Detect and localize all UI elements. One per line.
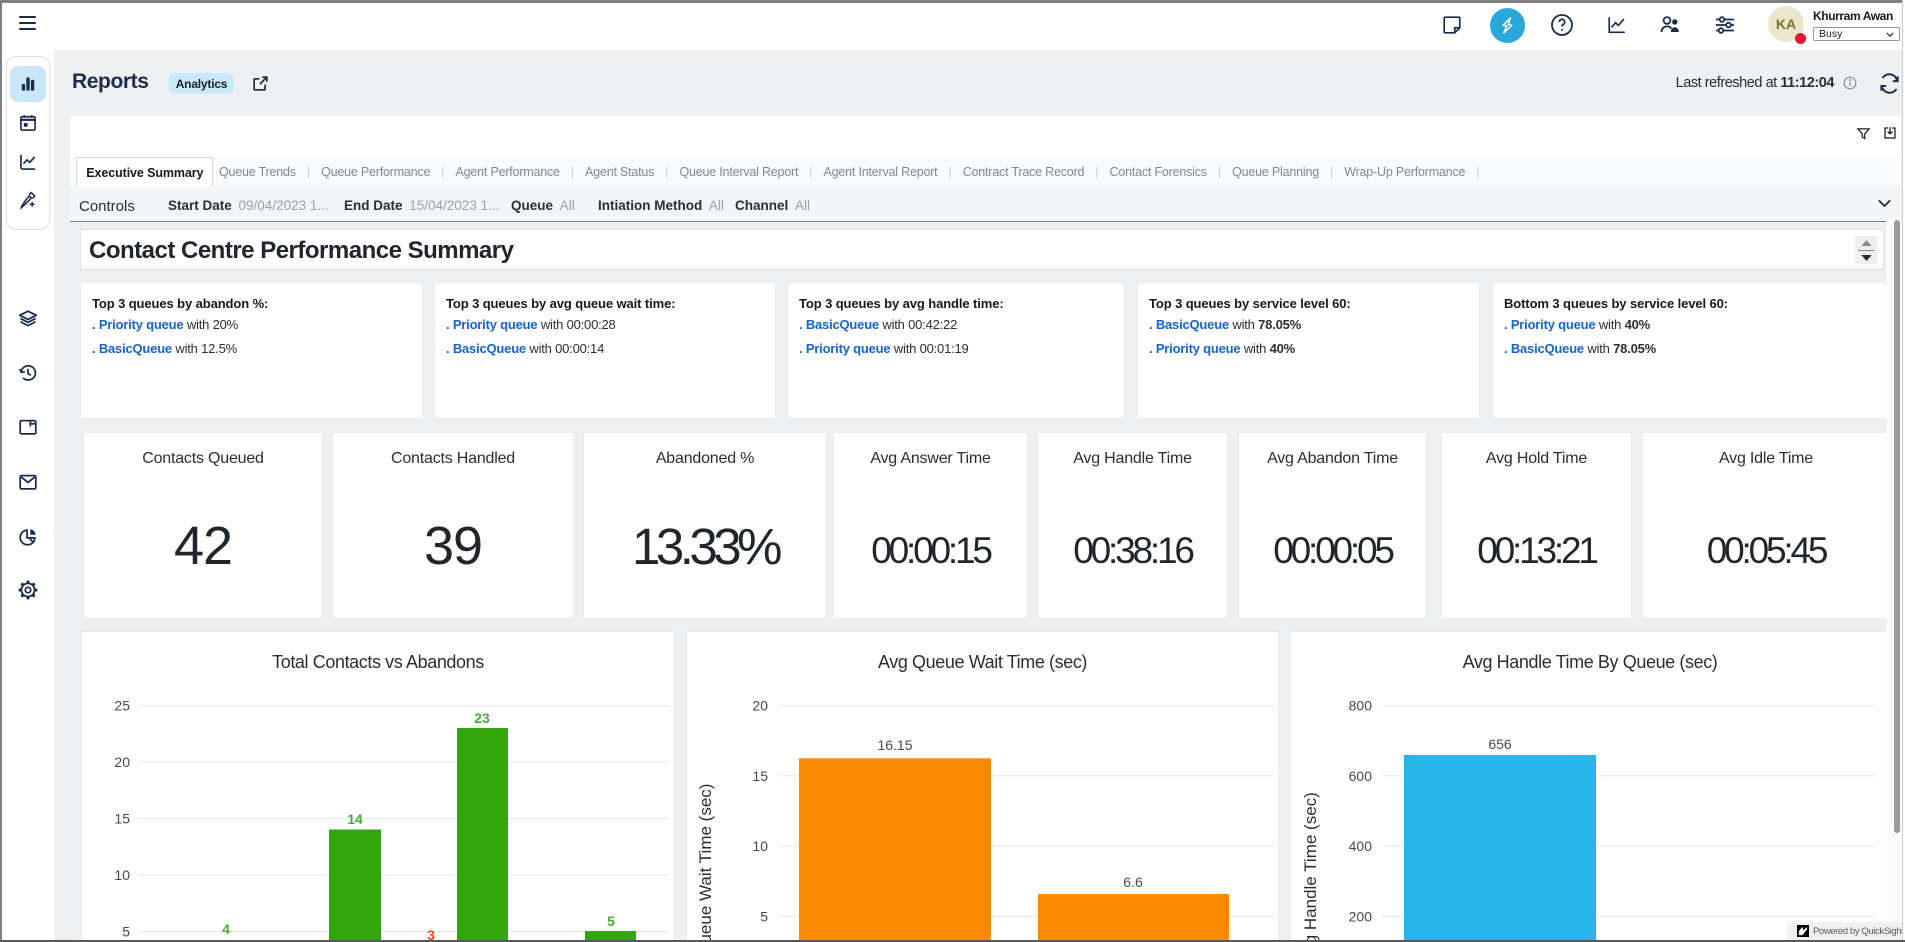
svg-text:4: 4 <box>222 921 230 937</box>
svg-text:6.6: 6.6 <box>1123 874 1143 890</box>
svg-text:20: 20 <box>114 754 130 770</box>
svg-text:10: 10 <box>114 867 130 883</box>
svg-text:15: 15 <box>114 811 130 827</box>
svg-text:400: 400 <box>1349 838 1373 854</box>
svg-text:5: 5 <box>122 924 130 940</box>
svg-text:600: 600 <box>1349 768 1373 784</box>
svg-text:800: 800 <box>1349 698 1373 714</box>
svg-text:5: 5 <box>760 908 768 924</box>
svg-text:Avg Queue Wait Time (sec): Avg Queue Wait Time (sec) <box>696 784 715 941</box>
svg-text:25: 25 <box>114 698 130 714</box>
svg-text:23: 23 <box>474 710 490 726</box>
svg-text:3: 3 <box>427 927 435 941</box>
svg-text:656: 656 <box>1488 736 1512 752</box>
svg-text:Avg Handle Time (sec): Avg Handle Time (sec) <box>1301 792 1320 941</box>
svg-text:5: 5 <box>607 913 615 929</box>
svg-text:20: 20 <box>752 698 768 714</box>
svg-text:10: 10 <box>752 838 768 854</box>
svg-text:15: 15 <box>752 768 768 784</box>
svg-text:16.15: 16.15 <box>877 737 912 753</box>
svg-text:200: 200 <box>1349 908 1373 924</box>
svg-text:14: 14 <box>347 811 363 827</box>
